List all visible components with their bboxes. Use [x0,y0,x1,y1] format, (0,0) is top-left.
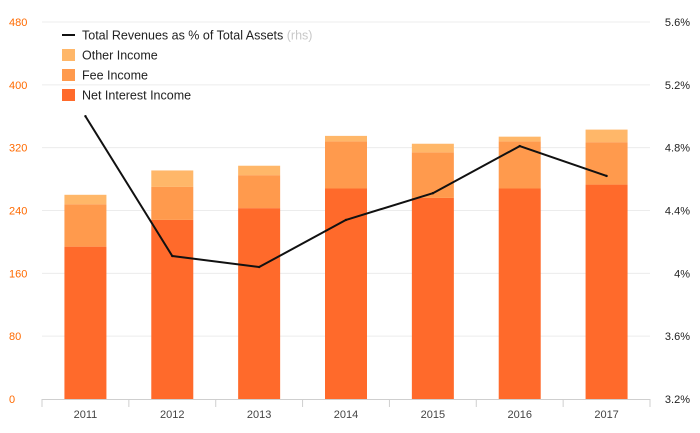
y-left-tick-label: 240 [9,206,27,218]
x-tick-label: 2015 [421,409,445,421]
line-point-2014 [344,218,348,222]
line-series [84,115,608,269]
y-right-tick-label: 3.6% [665,331,690,343]
bar-net-interest-income-2015 [411,197,454,399]
y-left-tick-label: 160 [9,268,27,280]
bar-other-income-2014 [325,135,367,142]
bar-other-income-2012 [151,170,194,187]
x-tick-label: 2011 [74,409,98,421]
y-right-tick-label: 5.2% [665,80,690,92]
x-tick-label: 2016 [507,409,531,421]
y-left-tick-label: 80 [9,331,21,343]
bar-fee-income-2013 [238,175,281,209]
bar-net-interest-income-2012 [151,219,194,399]
line-point-2016 [518,144,521,148]
bar-other-income-2015 [411,143,454,153]
legend-label-other-income: Other Income [82,49,158,63]
line-point-2015 [431,192,435,195]
legend-label-fee-income: Fee Income [82,69,148,83]
bar-net-interest-income-2017 [585,184,628,399]
x-tick-label: 2014 [334,409,358,421]
bar-other-income-2013 [238,165,281,176]
y-left-tick-label: 0 [9,394,15,406]
legend-swatch-fee-income [62,69,75,81]
legend: Total Revenues as % of Total Assets (rhs… [62,29,312,103]
bar-fee-income-2017 [585,142,628,185]
bar-fee-income-2012 [151,186,194,220]
bar-other-income-2017 [585,129,628,143]
line-point-2017 [605,174,608,178]
bar-net-interest-income-2013 [238,208,281,399]
line-point-2011 [84,115,87,118]
y-left-tick-label: 320 [9,143,27,155]
line-point-2012 [171,254,174,258]
bar-net-interest-income-2016 [498,188,541,399]
legend-swatch-other-income [62,49,75,61]
x-tick-label: 2013 [247,409,271,421]
line-point-2013 [257,265,261,269]
x-tick-label: 2012 [160,409,184,421]
y-right-tick-label: 5.6% [665,17,690,29]
axes: 0 3.2% 80 3.6% 160 4% 240 4.4% 320 4.8% 400 5.2% 480… [9,17,690,421]
y-right-tick-label: 3.2% [665,394,690,406]
y-right-tick-label: 4% [674,268,690,280]
y-right-tick-label: 4.4% [665,206,690,218]
bar-series [64,129,628,399]
bar-fee-income-2014 [325,141,367,189]
y-left-tick-label: 480 [9,17,27,29]
bar-other-income-2011 [64,194,107,205]
bar-fee-income-2011 [64,204,107,247]
bar-net-interest-income-2011 [64,246,107,399]
bar-fee-income-2016 [498,141,541,189]
x-tick-label: 2017 [594,409,618,421]
legend-label-net-interest-income: Net Interest Income [82,89,191,103]
bar-fee-income-2015 [411,152,454,198]
legend-swatch-net-interest-income [62,89,75,101]
y-left-tick-label: 400 [9,80,27,92]
legend-label-line: Total Revenues as % of Total Assets (rhs… [82,29,312,43]
bar-other-income-2016 [498,136,541,142]
legend-label-note: (rhs) [287,29,313,43]
bar-net-interest-income-2014 [325,188,367,399]
y-right-tick-label: 4.8% [665,143,690,155]
